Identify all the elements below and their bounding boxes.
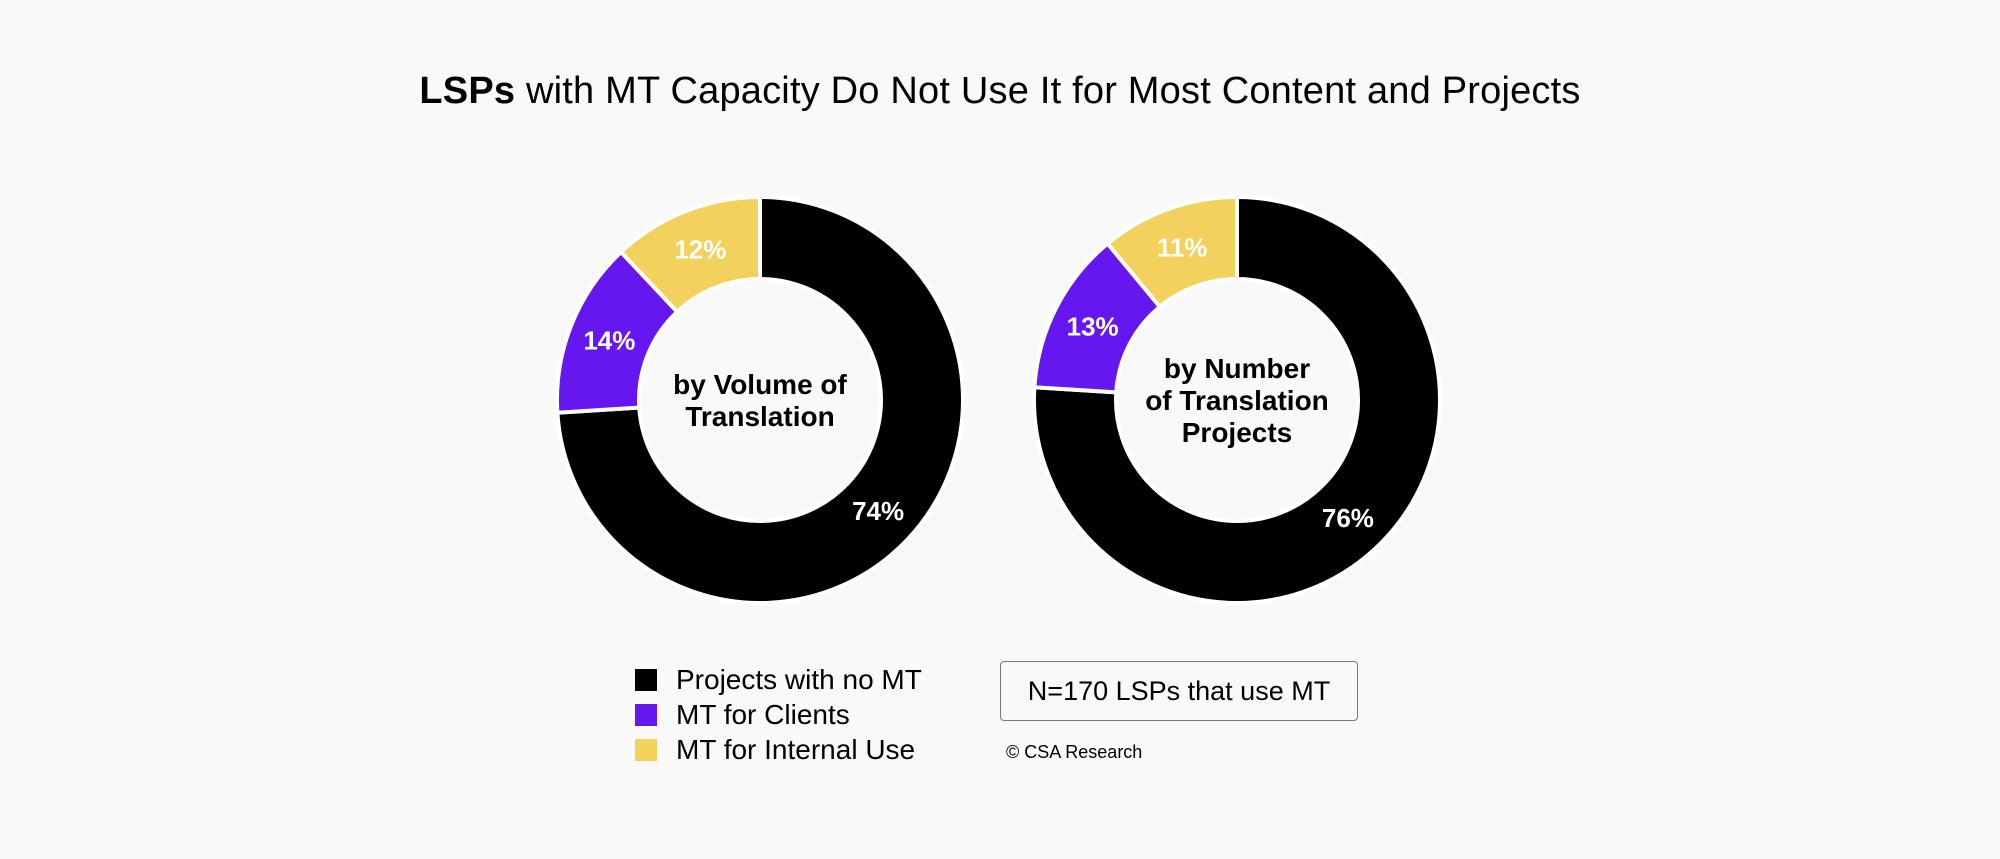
legend-label-mt-internal: MT for Internal Use — [676, 733, 916, 765]
donut-volume-center-label-line: by Volume of — [673, 369, 847, 400]
donut-projects-slice-no-mt — [1032, 194, 1442, 605]
legend-item-no-mt: Projects with no MT — [635, 662, 922, 697]
donut-projects-label-no-mt: 76% — [1322, 503, 1374, 533]
chart-title: LSPs with MT Capacity Do Not Use It for … — [0, 70, 2000, 113]
donut-projects-slice-mt-internal — [1104, 194, 1239, 310]
legend: Projects with no MT MT for Clients MT fo… — [635, 662, 922, 767]
donut-volume-label-mt-clients: 14% — [583, 325, 635, 355]
donut-volume-label-no-mt: 74% — [852, 496, 904, 526]
legend-item-mt-internal: MT for Internal Use — [635, 732, 922, 767]
sample-size-note: N=170 LSPs that use MT — [1000, 661, 1358, 721]
legend-label-mt-clients: MT for Clients — [676, 698, 850, 730]
chart-title-bold: LSPs — [419, 70, 516, 112]
donut-projects-center-label-line: of Translation — [1145, 385, 1329, 416]
donut-projects-center-label-line: by Number — [1164, 353, 1310, 384]
donut-volume-slice-mt-internal — [618, 194, 762, 315]
donut-projects-center-label-line: Projects — [1182, 417, 1293, 448]
legend-swatch-no-mt — [635, 668, 657, 691]
chart-title-rest: with MT Capacity Do Not Use It for Most … — [515, 70, 1581, 112]
legend-item-mt-clients: MT for Clients — [635, 697, 922, 732]
legend-label-no-mt: Projects with no MT — [676, 663, 922, 695]
donut-volume-label-mt-internal: 12% — [674, 234, 726, 264]
donut-volume-slice-no-mt — [555, 194, 965, 605]
donut-volume-center-label-line: Translation — [685, 401, 834, 432]
legend-swatch-mt-internal — [635, 738, 657, 761]
donut-projects-label-mt-internal: 11% — [1157, 233, 1208, 263]
donut-projects-label-mt-clients: 13% — [1067, 311, 1119, 341]
copyright: © CSA Research — [1006, 742, 1143, 762]
legend-swatch-mt-clients — [635, 703, 657, 726]
